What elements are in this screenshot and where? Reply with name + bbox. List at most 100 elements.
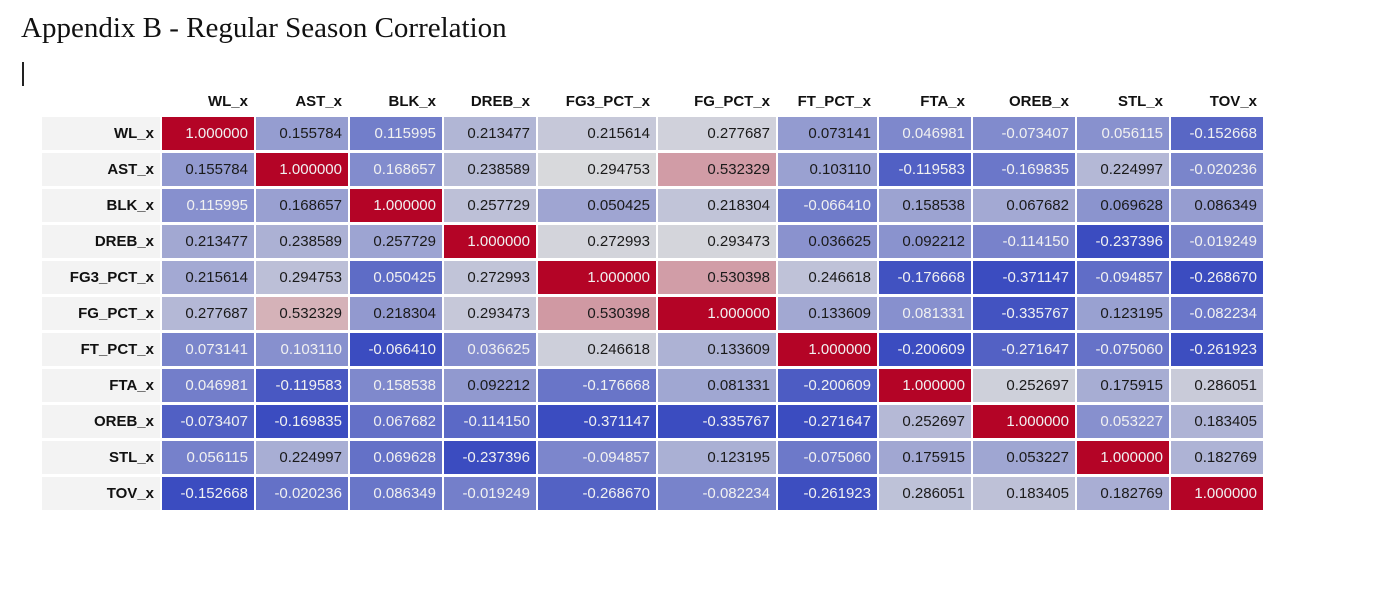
page-title: Appendix B - Regular Season Correlation <box>21 12 507 44</box>
correlation-cell: 0.036625 <box>444 333 536 366</box>
correlation-cell: -0.119583 <box>256 369 348 402</box>
correlation-cell: -0.073407 <box>973 117 1075 150</box>
correlation-cell: 0.530398 <box>658 261 776 294</box>
column-header: AST_x <box>295 93 342 110</box>
correlation-cell: 0.092212 <box>879 225 971 258</box>
correlation-cell: 0.155784 <box>162 153 254 186</box>
correlation-cell: 0.238589 <box>256 225 348 258</box>
correlation-cell: 0.073141 <box>778 117 877 150</box>
table-row: WL_x 1.000000 0.155784 0.115995 0.213477 0.21… <box>42 117 1263 150</box>
correlation-cell: 0.158538 <box>350 369 442 402</box>
correlation-cell: -0.073407 <box>162 405 254 438</box>
correlation-cell: -0.066410 <box>778 189 877 222</box>
table-row: FG_PCT_x 0.277687 0.532329 0.218304 0.293473… <box>42 297 1263 330</box>
row-header: BLK_x <box>42 189 160 222</box>
correlation-cell: 0.246618 <box>778 261 877 294</box>
correlation-cell: 0.277687 <box>162 297 254 330</box>
correlation-cell: 0.046981 <box>162 369 254 402</box>
correlation-cell: 0.168657 <box>256 189 348 222</box>
correlation-cell: 0.050425 <box>538 189 656 222</box>
correlation-cell: 0.175915 <box>879 441 971 474</box>
correlation-cell: 0.530398 <box>538 297 656 330</box>
correlation-cell: 0.168657 <box>350 153 442 186</box>
correlation-cell: 1.000000 <box>973 405 1075 438</box>
correlation-cell: 0.213477 <box>444 117 536 150</box>
correlation-cell: -0.176668 <box>879 261 971 294</box>
correlation-cell: 1.000000 <box>444 225 536 258</box>
correlation-cell: -0.094857 <box>1077 261 1169 294</box>
correlation-cell: 0.532329 <box>658 153 776 186</box>
correlation-cell: 1.000000 <box>162 117 254 150</box>
correlation-cell: 0.286051 <box>1171 369 1263 402</box>
correlation-cell: -0.237396 <box>444 441 536 474</box>
correlation-cell: 0.293473 <box>658 225 776 258</box>
row-header: STL_x <box>42 441 160 474</box>
correlation-cell: -0.075060 <box>1077 333 1169 366</box>
correlation-cell: -0.082234 <box>1171 297 1263 330</box>
correlation-cell: 0.238589 <box>444 153 536 186</box>
correlation-cell: -0.094857 <box>538 441 656 474</box>
correlation-cell: -0.019249 <box>444 477 536 510</box>
correlation-cell: 0.158538 <box>879 189 971 222</box>
correlation-cell: 0.056115 <box>1077 117 1169 150</box>
table-row: FG3_PCT_x 0.215614 0.294753 0.050425 0.27299… <box>42 261 1263 294</box>
table-row: DREB_x 0.213477 0.238589 0.257729 1.000000 0.… <box>42 225 1263 258</box>
correlation-cell: 0.293473 <box>444 297 536 330</box>
correlation-cell: -0.169835 <box>256 405 348 438</box>
correlation-cell: 1.000000 <box>658 297 776 330</box>
correlation-cell: 0.067682 <box>350 405 442 438</box>
correlation-cell: 0.277687 <box>658 117 776 150</box>
row-header: DREB_x <box>42 225 160 258</box>
correlation-cell: 0.115995 <box>350 117 442 150</box>
correlation-cell: 0.218304 <box>350 297 442 330</box>
correlation-cell: -0.200609 <box>778 369 877 402</box>
correlation-cell: 0.086349 <box>1171 189 1263 222</box>
correlation-cell: 0.224997 <box>256 441 348 474</box>
table-row: AST_x 0.155784 1.000000 0.168657 0.238589 0.2… <box>42 153 1263 186</box>
correlation-cell: -0.271647 <box>973 333 1075 366</box>
correlation-cell: -0.169835 <box>973 153 1075 186</box>
correlation-cell: -0.119583 <box>879 153 971 186</box>
header-row: WL_x AST_x BLK_x DREB_x FG3_PCT_x FG_PCT… <box>42 80 1263 114</box>
correlation-cell: 0.272993 <box>444 261 536 294</box>
correlation-cell: -0.020236 <box>1171 153 1263 186</box>
correlation-cell: 0.224997 <box>1077 153 1169 186</box>
row-header: OREB_x <box>42 405 160 438</box>
row-header: FT_PCT_x <box>42 333 160 366</box>
correlation-cell: 0.081331 <box>879 297 971 330</box>
column-header: WL_x <box>207 93 248 110</box>
correlation-cell: 0.215614 <box>538 117 656 150</box>
correlation-cell: 0.532329 <box>256 297 348 330</box>
correlation-cell: 0.067682 <box>973 189 1075 222</box>
correlation-cell: 0.294753 <box>538 153 656 186</box>
correlation-cell: 1.000000 <box>1077 441 1169 474</box>
header-corner <box>42 80 160 114</box>
correlation-cell: 0.252697 <box>973 369 1075 402</box>
row-header: FTA_x <box>42 369 160 402</box>
row-header: TOV_x <box>42 477 160 510</box>
table-row: OREB_x -0.073407 -0.169835 0.067682 -0.11415… <box>42 405 1263 438</box>
correlation-cell: 0.183405 <box>1171 405 1263 438</box>
correlation-cell: 0.081331 <box>658 369 776 402</box>
correlation-cell: 0.133609 <box>658 333 776 366</box>
correlation-cell: -0.114150 <box>444 405 536 438</box>
correlation-cell: 0.246618 <box>538 333 656 366</box>
correlation-cell: 0.092212 <box>444 369 536 402</box>
correlation-cell: -0.066410 <box>350 333 442 366</box>
correlation-cell: -0.261923 <box>1171 333 1263 366</box>
correlation-cell: 0.183405 <box>973 477 1075 510</box>
correlation-cell: 1.000000 <box>1171 477 1263 510</box>
correlation-cell: -0.082234 <box>658 477 776 510</box>
column-header: BLK_x <box>388 93 436 110</box>
row-header: FG_PCT_x <box>42 297 160 330</box>
correlation-cell: 1.000000 <box>538 261 656 294</box>
column-header: STL_x <box>1117 93 1163 110</box>
correlation-cell: 0.215614 <box>162 261 254 294</box>
row-header: AST_x <box>42 153 160 186</box>
stray-text-cursor-mark <box>22 62 24 86</box>
correlation-cell: 0.286051 <box>879 477 971 510</box>
correlation-cell: 0.069628 <box>1077 189 1169 222</box>
table-row: FTA_x 0.046981 -0.119583 0.158538 0.092212 -0… <box>42 369 1263 402</box>
correlation-cell: 0.053227 <box>1077 405 1169 438</box>
correlation-cell: -0.335767 <box>973 297 1075 330</box>
